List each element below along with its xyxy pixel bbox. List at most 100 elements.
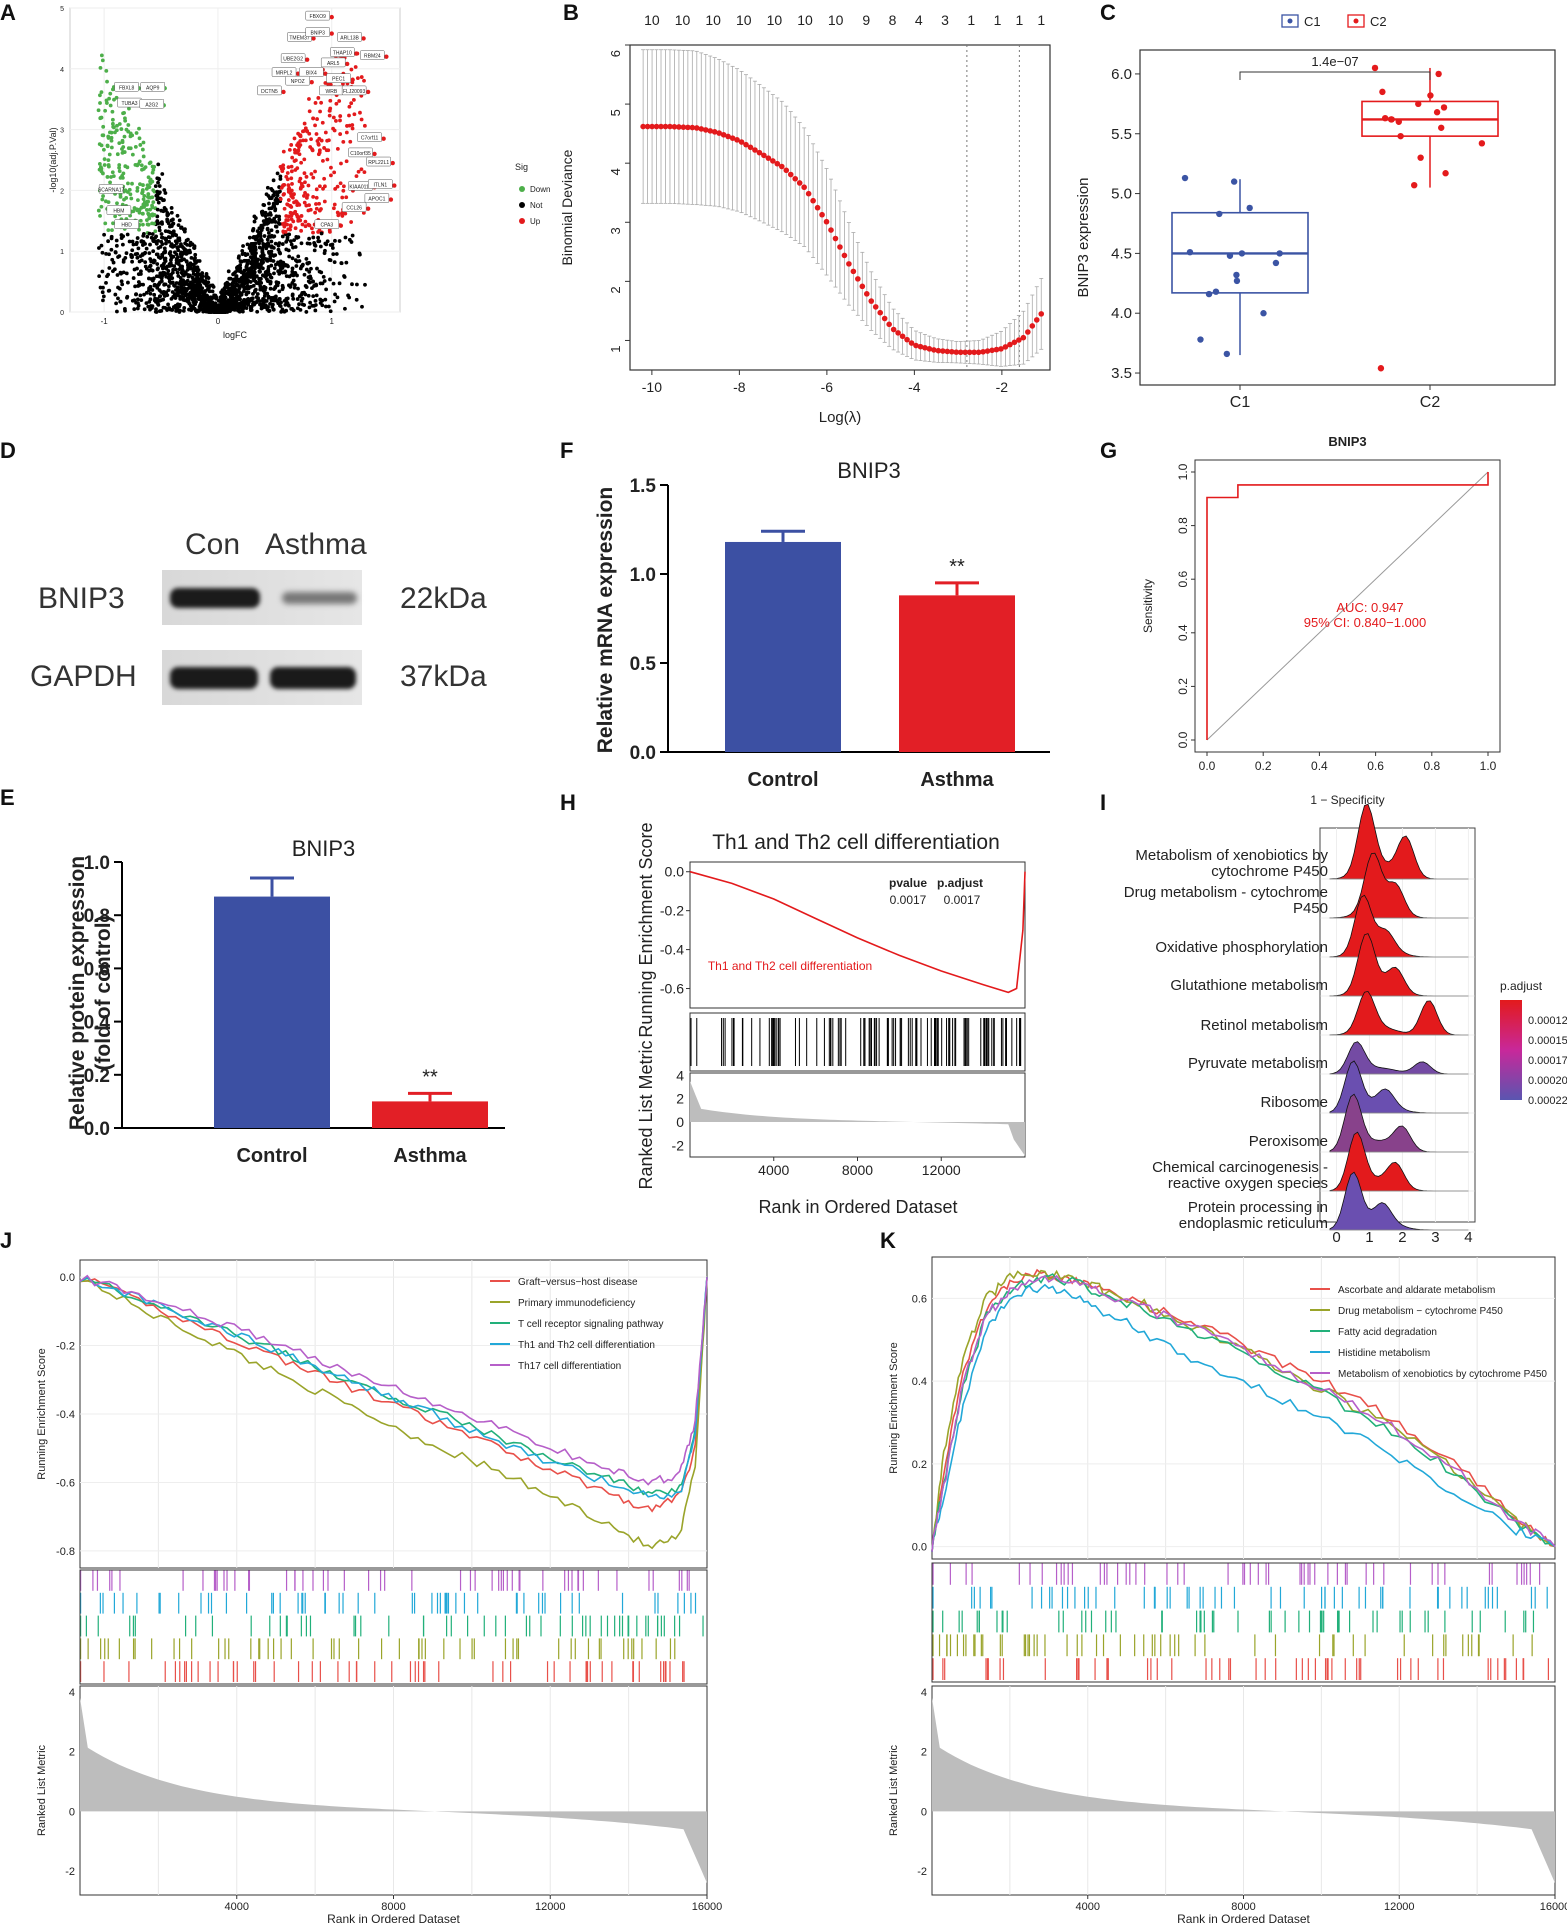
volcano-point	[234, 293, 239, 298]
volcano-point	[307, 236, 311, 241]
gsea-metric-tick: 2	[69, 1747, 75, 1759]
volcano-gene-label: NPOZ	[291, 79, 305, 85]
blot-band-asthma-gapdh	[270, 667, 356, 689]
box-y-tick: 4.5	[1111, 245, 1132, 262]
volcano-point	[162, 257, 167, 262]
volcano-point	[278, 189, 282, 194]
volcano-point	[152, 283, 157, 288]
gsea-es-curve-2	[79, 1277, 708, 1496]
lasso-top-tick: 4	[915, 12, 923, 28]
bar-y-tick: 0.0	[84, 1119, 110, 1140]
gsea-x-tick: 8000	[1231, 1901, 1255, 1913]
volcano-point	[344, 159, 349, 164]
lasso-y-tick: 4	[608, 168, 623, 175]
lasso-point	[792, 175, 799, 182]
volcano-point	[234, 277, 238, 282]
volcano-point	[126, 129, 131, 134]
volcano-point	[194, 268, 199, 273]
lasso-point	[953, 349, 960, 355]
volcano-point	[197, 259, 202, 263]
box-point	[1440, 104, 1448, 111]
volcano-point	[124, 271, 129, 276]
volcano-point	[142, 292, 146, 297]
volcano-point	[189, 295, 194, 300]
volcano-point	[295, 150, 300, 155]
blot-lane-asthma: Asthma	[265, 528, 367, 561]
volcano-point	[273, 208, 278, 213]
volcano-point	[154, 252, 159, 257]
lasso-point	[756, 149, 763, 156]
volcano-point	[314, 283, 319, 288]
volcano-point	[234, 274, 239, 278]
gsea-y-tick: -0.2	[56, 1341, 75, 1353]
box-point	[1181, 174, 1189, 182]
volcano-point	[109, 138, 114, 143]
volcano-point	[100, 197, 105, 202]
volcano-gene-label: BIX4	[306, 71, 317, 77]
box-point	[1212, 288, 1220, 295]
lasso-point	[770, 158, 776, 164]
volcano-point	[315, 139, 320, 143]
volcano-point	[253, 287, 258, 292]
roc-x-tick: 0.6	[1367, 759, 1384, 773]
volcano-point	[320, 120, 325, 125]
volcano-point	[97, 274, 102, 279]
volcano-point	[113, 292, 118, 297]
lasso-y-tick: 6	[608, 50, 623, 57]
volcano-point	[130, 248, 135, 253]
volcano-point	[301, 129, 305, 134]
volcano-point	[203, 280, 208, 285]
volcano-point	[294, 234, 299, 239]
volcano-point	[192, 257, 197, 262]
volcano-point	[304, 257, 309, 261]
lasso-point	[850, 268, 857, 275]
volcano-point	[224, 309, 229, 314]
volcano-point	[286, 198, 291, 202]
gsea-es-curve-4	[79, 1274, 708, 1486]
volcano-gene-label: CPA3	[320, 223, 333, 229]
volcano-point	[96, 208, 101, 213]
volcano-point	[268, 286, 273, 291]
volcano-point	[202, 309, 207, 313]
volcano-point	[284, 218, 289, 222]
volcano-point	[289, 164, 294, 169]
volcano-point	[98, 101, 102, 105]
volcano-point	[269, 196, 274, 201]
volcano-point	[248, 246, 253, 251]
volcano-point	[242, 297, 247, 302]
gsea-y-tick: -0.6	[56, 1477, 75, 1489]
volcano-point	[196, 294, 201, 299]
volcano-point	[120, 140, 125, 145]
lasso-x-tick: -2	[996, 379, 1009, 395]
volcano-point	[252, 247, 257, 251]
volcano-point	[147, 195, 152, 200]
volcano-point	[166, 284, 171, 289]
volcano-point	[129, 196, 134, 201]
volcano-point	[140, 211, 145, 216]
volcano-x-tick: 0	[216, 317, 221, 326]
volcano-point	[155, 262, 160, 266]
volcano-point	[244, 265, 249, 269]
volcano-point	[204, 272, 209, 276]
volcano-point	[303, 224, 308, 229]
volcano-point	[244, 292, 249, 297]
volcano-point	[316, 235, 320, 240]
volcano-point	[156, 282, 161, 287]
gsea-y-tick: 0.4	[912, 1376, 927, 1388]
volcano-point	[281, 166, 286, 171]
box-y-tick: 3.5	[1111, 365, 1132, 382]
box-point	[1478, 140, 1486, 147]
lasso-point	[855, 276, 861, 282]
volcano-point	[260, 213, 265, 217]
volcano-point	[180, 290, 185, 295]
volcano-label-point	[354, 51, 359, 56]
volcano-point	[96, 108, 101, 113]
lasso-point	[1033, 317, 1040, 323]
lasso-top-tick: 1	[994, 12, 1002, 28]
volcano-point	[359, 117, 364, 122]
ridge-category-label: Ribosome	[1260, 1094, 1328, 1111]
volcano-point	[332, 170, 337, 175]
volcano-point	[220, 288, 225, 293]
lasso-top-tick: 3	[941, 12, 949, 28]
volcano-point	[169, 255, 174, 260]
